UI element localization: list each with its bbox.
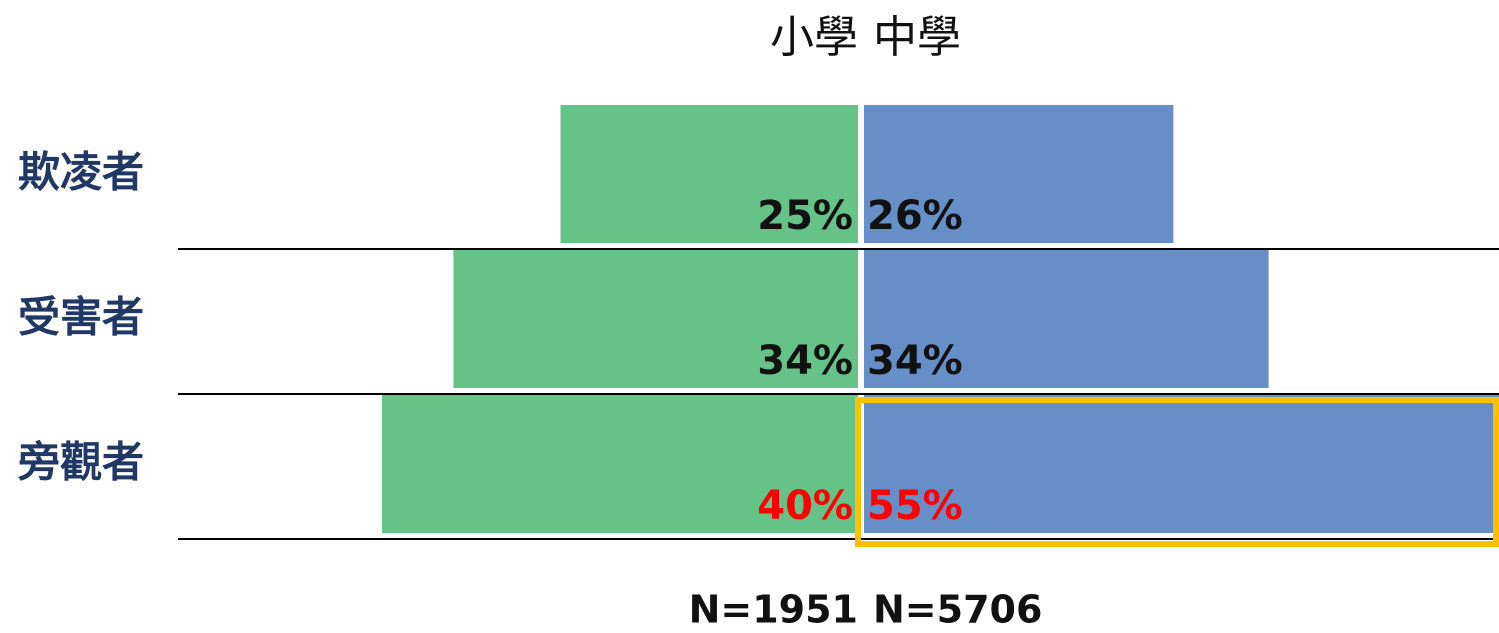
- bar: [453, 250, 858, 388]
- n-label: N=1951: [689, 588, 858, 632]
- bar: [864, 250, 1269, 388]
- series-header: 中學: [873, 12, 961, 63]
- category-label: 旁觀者: [17, 438, 144, 487]
- series-header: 小學: [770, 12, 858, 63]
- category-label: 受害者: [18, 293, 144, 342]
- value-label: 55%: [867, 483, 963, 529]
- bar: [382, 395, 858, 533]
- value-label: 26%: [867, 193, 963, 239]
- value-label: 34%: [757, 338, 853, 384]
- value-label: 34%: [867, 338, 963, 384]
- n-label: N=5706: [873, 588, 1042, 632]
- value-label: 40%: [757, 483, 853, 529]
- category-label: 欺凌者: [18, 148, 144, 197]
- bar: [864, 105, 1174, 243]
- bar: [560, 105, 858, 243]
- value-label: 25%: [757, 193, 853, 239]
- highlight-box: [855, 397, 1499, 547]
- bar: [864, 395, 1499, 533]
